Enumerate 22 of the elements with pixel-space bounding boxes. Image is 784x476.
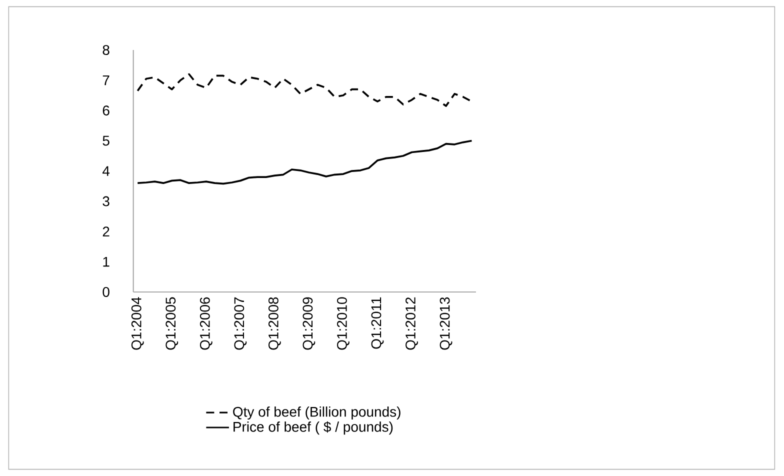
y-tick-label: 7 — [102, 75, 110, 86]
x-tick-label: Q1:2006 — [200, 297, 212, 350]
x-tick-label: Q1:2012 — [406, 297, 418, 350]
legend-label: Qty of beef (Billion pounds) — [233, 406, 400, 420]
x-tick-label: Q1:2007 — [234, 297, 247, 350]
x-tick-label: Q1:2010 — [337, 297, 350, 350]
y-tick-label: 1 — [103, 256, 110, 267]
x-tick-label: Q1:2013 — [440, 297, 452, 350]
y-tick-label: 8 — [102, 45, 110, 55]
y-tick-label: 6 — [102, 106, 110, 116]
x-tick-label: Q1:2005 — [166, 297, 178, 350]
y-tick-label: 3 — [102, 196, 110, 206]
x-tick-label: Q1:2009 — [302, 297, 316, 350]
legend-label: Price of beef ( $ / pounds) — [234, 421, 393, 435]
y-tick-label: 5 — [102, 136, 110, 146]
y-tick-label: 4 — [102, 166, 110, 176]
x-tick-label: Q1:2008 — [268, 297, 281, 350]
y-tick-label: 2 — [102, 226, 110, 236]
x-tick-label: Q1:2004 — [131, 297, 144, 350]
line-series — [136, 140, 473, 185]
x-tick-label: Q1:2011 — [371, 297, 384, 349]
y-tick-label: 0 — [102, 287, 110, 297]
